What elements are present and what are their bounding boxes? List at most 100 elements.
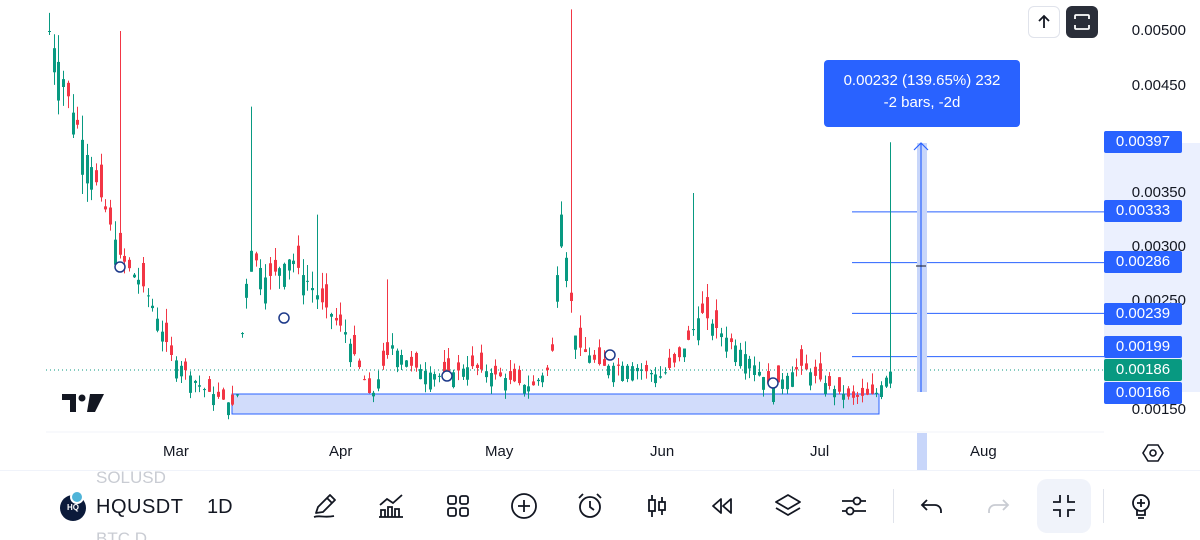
level-price-tag: 0.00239 xyxy=(1104,303,1182,325)
candle-body xyxy=(222,389,225,400)
candle-body xyxy=(833,389,836,398)
candle-body xyxy=(631,366,634,381)
price-axis-label: 0.00500 xyxy=(1131,22,1186,39)
candle-body xyxy=(781,379,784,389)
candle-body xyxy=(429,372,432,390)
candle-body xyxy=(772,385,775,403)
undo-icon[interactable] xyxy=(917,491,947,521)
time-axis-label: Jun xyxy=(650,443,675,460)
candle-body xyxy=(551,344,554,351)
current-price-tag: 0.00186 xyxy=(1104,359,1182,381)
measure-low-price-tag: 0.00166 xyxy=(1104,382,1182,404)
collapse-icon[interactable] xyxy=(1049,491,1079,521)
sliders-icon[interactable] xyxy=(839,491,869,521)
candle-body xyxy=(626,365,629,379)
candle-body xyxy=(438,375,441,377)
replay-icon[interactable] xyxy=(707,491,737,521)
candle-body xyxy=(386,342,389,355)
measure-high-price-tag: 0.00397 xyxy=(1104,131,1182,153)
candle-body xyxy=(363,379,366,381)
candle-body xyxy=(264,277,267,304)
symbol-name[interactable]: HQUSDT xyxy=(96,496,184,518)
price-axis-label: 0.00150 xyxy=(1131,401,1186,418)
candle-body xyxy=(405,360,408,367)
candle-body xyxy=(692,329,695,331)
toolbar-divider xyxy=(1103,489,1104,523)
candle-body xyxy=(447,358,450,375)
candles-icon[interactable] xyxy=(642,491,672,521)
chart-settings-icon[interactable] xyxy=(1142,442,1164,464)
candle-body xyxy=(800,349,803,366)
candle-body xyxy=(86,154,89,184)
chart-area[interactable]: 0.00500 0.00450 0.00350 0.00300 0.00250 … xyxy=(0,0,1200,470)
candle-body xyxy=(541,375,544,383)
candle-body xyxy=(217,391,220,397)
candle-body xyxy=(147,295,150,297)
candle-body xyxy=(814,366,817,376)
candle-body xyxy=(133,274,136,278)
candle-body xyxy=(283,263,286,287)
level-price-tag: 0.00333 xyxy=(1104,200,1182,222)
candle-body xyxy=(687,330,690,340)
candle-body xyxy=(57,61,60,101)
candle-body xyxy=(659,376,662,378)
candle-body xyxy=(565,257,568,282)
candle-body xyxy=(306,280,309,282)
redo-icon[interactable] xyxy=(983,491,1013,521)
grid-icon[interactable] xyxy=(443,491,473,521)
candle-body xyxy=(607,365,610,376)
candle-body xyxy=(753,365,756,375)
candle-body xyxy=(325,284,328,308)
layers-icon[interactable] xyxy=(773,491,803,521)
candle-body xyxy=(269,263,272,276)
candlestick-chart[interactable] xyxy=(0,0,1200,470)
time-range-highlight xyxy=(917,433,927,470)
candle-body xyxy=(48,31,51,32)
alarm-clock-icon[interactable] xyxy=(575,491,605,521)
candle-body xyxy=(170,345,173,355)
candle-body xyxy=(382,350,385,366)
scroll-up-button[interactable] xyxy=(1028,6,1060,38)
candle-body xyxy=(335,317,338,321)
pencil-icon[interactable] xyxy=(310,491,340,521)
candle-body xyxy=(368,378,371,394)
candle-body xyxy=(490,373,493,387)
candle-body xyxy=(114,239,117,265)
price-axis-label: 0.00350 xyxy=(1131,184,1186,201)
candle-body xyxy=(654,374,657,384)
candle-body xyxy=(161,331,164,342)
collapse-button[interactable] xyxy=(1037,479,1091,533)
interval-button[interactable]: 1D xyxy=(207,496,233,518)
candle-body xyxy=(339,314,342,326)
candle-body xyxy=(137,279,140,285)
measure-tooltip: 0.00232 (139.65%) 232 -2 bars, -2d xyxy=(824,60,1020,127)
arrow-up-icon xyxy=(1038,14,1050,28)
indicators-icon[interactable] xyxy=(376,491,406,521)
candle-body xyxy=(715,310,718,328)
plus-circle-icon[interactable] xyxy=(509,491,539,521)
candle-body xyxy=(650,373,653,375)
candle-body xyxy=(433,374,436,380)
candle-body xyxy=(119,232,122,255)
candle-body xyxy=(546,367,549,371)
candle-body xyxy=(142,262,145,287)
candle-body xyxy=(866,388,869,395)
symbol-avatar[interactable]: HQ xyxy=(60,490,86,521)
candle-body xyxy=(100,164,103,198)
fullscreen-button[interactable] xyxy=(1066,6,1098,38)
event-marker-icon xyxy=(604,349,616,361)
candle-body xyxy=(457,362,460,371)
event-marker-icon xyxy=(114,261,126,273)
candle-body xyxy=(292,260,295,265)
lightbulb-icon[interactable] xyxy=(1126,491,1156,521)
candle-body xyxy=(852,391,855,398)
candle-body xyxy=(236,394,239,396)
candle-body xyxy=(819,363,822,380)
measure-tooltip-line1: 0.00232 (139.65%) 232 xyxy=(843,72,1001,89)
symbol-avatar-ring xyxy=(70,490,84,504)
candle-body xyxy=(245,283,248,298)
candle-body xyxy=(189,375,192,393)
candle-body xyxy=(640,369,643,371)
candle-body xyxy=(706,297,709,319)
time-axis-label: Mar xyxy=(163,443,189,460)
